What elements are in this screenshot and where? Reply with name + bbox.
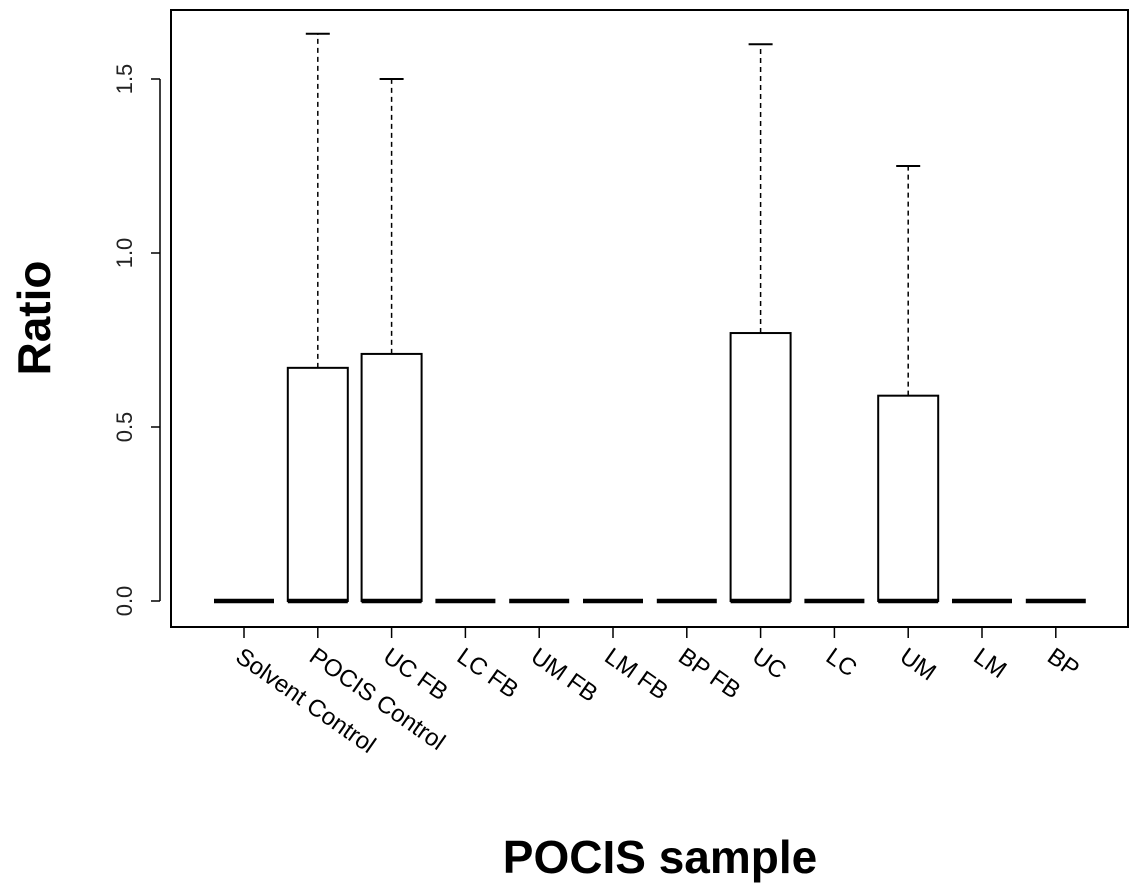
x-tick-label: UM FB: [526, 643, 603, 708]
y-tick-label: 1.0: [112, 238, 137, 269]
x-tick-label: LM FB: [600, 643, 673, 706]
box-2: [286, 32, 349, 604]
x-tick-label: LM: [969, 643, 1012, 684]
x-tick-label: UM: [895, 643, 941, 687]
y-axis: 0.0 0.5 1.0 1.5: [112, 64, 161, 617]
y-tick-label: 0.0: [112, 586, 137, 617]
box-body: [729, 332, 792, 602]
y-tick-label: 1.5: [112, 64, 137, 95]
x-axis-title: POCIS sample: [503, 831, 817, 883]
box-10: [877, 165, 940, 604]
x-tick-label: LC FB: [452, 643, 523, 704]
box-8: [729, 43, 792, 604]
x-tick-label: UC: [747, 643, 791, 685]
y-axis-title: Ratio: [8, 261, 60, 376]
box-3: [360, 78, 423, 604]
box-group: [214, 32, 1086, 604]
box-body: [286, 366, 349, 602]
x-tick-label: BP: [1042, 643, 1084, 683]
x-tick-label: LC: [821, 643, 862, 683]
box-body: [877, 394, 940, 602]
y-tick-label: 0.5: [112, 412, 137, 443]
x-tick-label: BP FB: [673, 643, 745, 705]
box-body: [360, 352, 423, 603]
